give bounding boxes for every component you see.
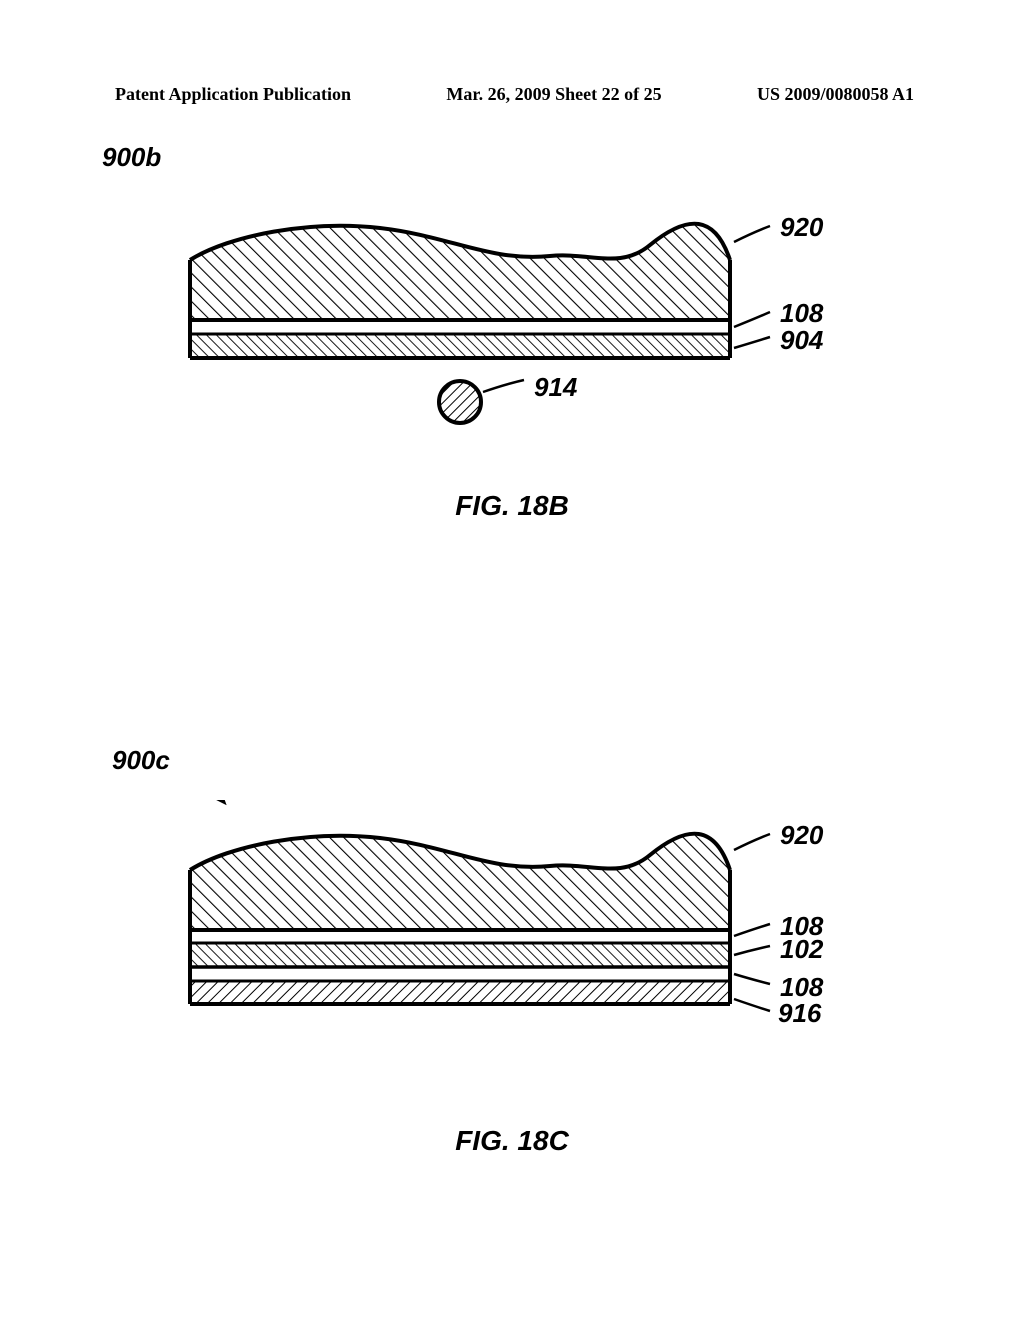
- leader-102-c: [734, 946, 770, 955]
- leader-916-c: [734, 999, 770, 1011]
- bottom-layer-916: [190, 981, 730, 1004]
- caption-18b: FIG. 18B: [0, 490, 1024, 522]
- mid-layer-102: [190, 943, 730, 967]
- label-102-c: 102: [780, 934, 823, 965]
- leader-920: [734, 226, 770, 242]
- leader-108b-c: [734, 974, 770, 984]
- figure-18b-svg: [150, 190, 870, 470]
- caption-18c: FIG. 18C: [0, 1125, 1024, 1157]
- label-904-b: 904: [780, 325, 823, 356]
- header-left: Patent Application Publication: [115, 84, 351, 105]
- header-right: US 2009/0080058 A1: [757, 84, 914, 105]
- assembly-label-900c: 900c: [112, 745, 170, 776]
- label-920-c: 920: [780, 820, 823, 851]
- label-916-c: 916: [778, 998, 821, 1029]
- bottom-layer-904: [190, 334, 730, 358]
- leader-108a-c: [734, 924, 770, 936]
- label-914-b: 914: [534, 372, 577, 403]
- leader-914: [483, 380, 524, 392]
- leader-108: [734, 312, 770, 327]
- page-header: Patent Application Publication Mar. 26, …: [0, 84, 1024, 105]
- circle-914: [439, 381, 481, 423]
- header-mid: Mar. 26, 2009 Sheet 22 of 25: [446, 84, 661, 105]
- leader-920-c: [734, 834, 770, 850]
- assembly-label-900b: 900b: [102, 142, 161, 173]
- top-layer-920: [190, 224, 730, 320]
- top-layer-920-c: [190, 834, 730, 930]
- leader-904: [734, 337, 770, 348]
- label-920-b: 920: [780, 212, 823, 243]
- figure-18c-svg: [150, 800, 870, 1060]
